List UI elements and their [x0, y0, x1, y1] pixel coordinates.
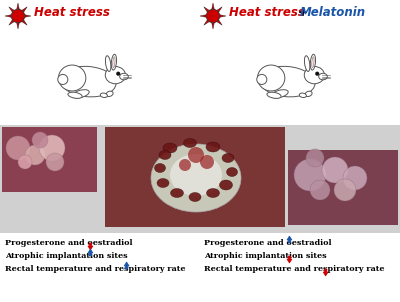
Ellipse shape: [304, 56, 310, 72]
Ellipse shape: [259, 66, 315, 97]
Polygon shape: [212, 23, 214, 29]
Ellipse shape: [72, 90, 89, 98]
Ellipse shape: [319, 73, 327, 80]
Polygon shape: [217, 7, 222, 12]
Circle shape: [32, 132, 48, 148]
Polygon shape: [5, 15, 11, 17]
Ellipse shape: [58, 65, 86, 91]
Circle shape: [334, 179, 356, 201]
Ellipse shape: [106, 91, 113, 97]
FancyArrow shape: [323, 269, 328, 276]
Text: Rectal temperature and respiratory rate: Rectal temperature and respiratory rate: [5, 265, 186, 273]
Ellipse shape: [299, 93, 306, 98]
Ellipse shape: [220, 180, 232, 190]
Ellipse shape: [157, 178, 169, 188]
FancyArrow shape: [124, 262, 129, 269]
Circle shape: [310, 180, 330, 200]
Text: +: +: [294, 7, 312, 20]
Ellipse shape: [163, 143, 177, 153]
Circle shape: [188, 147, 204, 163]
FancyArrow shape: [287, 256, 292, 263]
Ellipse shape: [189, 192, 201, 201]
Ellipse shape: [159, 150, 171, 159]
Ellipse shape: [226, 168, 238, 176]
Ellipse shape: [170, 154, 222, 196]
Polygon shape: [200, 15, 206, 17]
Bar: [2, 127, 97, 192]
Polygon shape: [217, 20, 222, 25]
Circle shape: [46, 153, 64, 171]
Polygon shape: [22, 7, 27, 12]
Ellipse shape: [113, 57, 115, 68]
Ellipse shape: [312, 57, 314, 68]
Text: Progesterone and oestradiol: Progesterone and oestradiol: [5, 239, 132, 247]
FancyArrow shape: [287, 236, 292, 243]
Ellipse shape: [170, 188, 184, 198]
Polygon shape: [22, 20, 27, 25]
Polygon shape: [204, 20, 209, 25]
Bar: [105, 127, 285, 227]
Ellipse shape: [206, 188, 220, 198]
Ellipse shape: [222, 153, 234, 162]
Ellipse shape: [184, 139, 196, 147]
Text: Heat stress: Heat stress: [34, 7, 110, 20]
Ellipse shape: [310, 54, 316, 70]
Circle shape: [343, 166, 367, 190]
Circle shape: [6, 136, 30, 160]
Polygon shape: [212, 3, 214, 9]
Text: Heat stress: Heat stress: [229, 7, 305, 20]
Text: Melatonin: Melatonin: [300, 7, 366, 20]
Ellipse shape: [60, 66, 116, 97]
Ellipse shape: [68, 92, 82, 98]
Ellipse shape: [151, 144, 241, 212]
Circle shape: [25, 145, 45, 165]
Circle shape: [200, 155, 214, 169]
Ellipse shape: [111, 54, 116, 70]
Ellipse shape: [106, 56, 111, 72]
Circle shape: [294, 159, 326, 191]
Ellipse shape: [305, 91, 312, 97]
Polygon shape: [204, 7, 209, 12]
Bar: [288, 150, 398, 225]
Bar: [0, 125, 400, 233]
Ellipse shape: [258, 65, 285, 91]
FancyArrow shape: [88, 243, 93, 250]
Circle shape: [316, 72, 319, 76]
Circle shape: [116, 72, 120, 76]
Ellipse shape: [272, 90, 288, 98]
Polygon shape: [9, 20, 14, 25]
Text: Atrophic implantation sites: Atrophic implantation sites: [5, 252, 128, 260]
Polygon shape: [17, 23, 19, 29]
Text: Progesterone and oestradiol: Progesterone and oestradiol: [204, 239, 332, 247]
Circle shape: [18, 155, 32, 169]
Circle shape: [11, 9, 25, 23]
Ellipse shape: [120, 73, 128, 80]
Text: Rectal temperature and respiratory rate: Rectal temperature and respiratory rate: [204, 265, 384, 273]
Circle shape: [306, 149, 324, 167]
Circle shape: [257, 74, 267, 85]
Ellipse shape: [267, 92, 281, 98]
FancyArrow shape: [88, 249, 93, 256]
Circle shape: [58, 74, 68, 85]
Text: Atrophic implantation sites: Atrophic implantation sites: [204, 252, 327, 260]
Polygon shape: [9, 7, 14, 12]
Circle shape: [322, 157, 348, 183]
Circle shape: [39, 135, 65, 161]
Circle shape: [179, 159, 191, 171]
Ellipse shape: [100, 93, 108, 98]
Polygon shape: [25, 15, 31, 17]
Ellipse shape: [105, 66, 126, 84]
Ellipse shape: [304, 66, 324, 84]
Circle shape: [206, 9, 220, 23]
Ellipse shape: [206, 142, 220, 152]
Polygon shape: [220, 15, 226, 17]
Ellipse shape: [154, 163, 166, 172]
Polygon shape: [17, 3, 19, 9]
